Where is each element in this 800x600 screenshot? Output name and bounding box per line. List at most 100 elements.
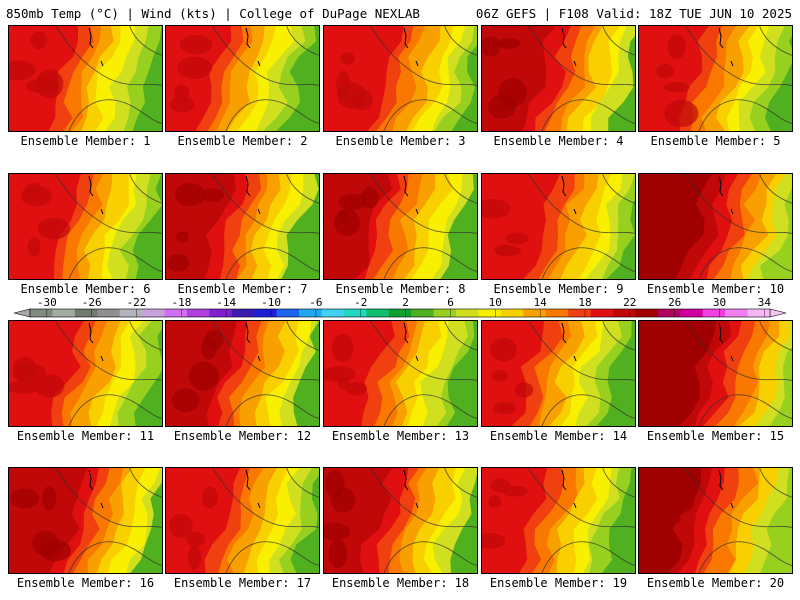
member-label: Ensemble Member: 9 xyxy=(493,282,624,296)
colorbar-swatch xyxy=(209,309,233,317)
colorbar-tick-label: -30 xyxy=(37,296,57,309)
colorbar-tick-label: -14 xyxy=(216,296,236,309)
colorbar-min-arrow xyxy=(13,308,31,318)
colorbar-swatch xyxy=(366,309,390,317)
ensemble-panel-10: Ensemble Member: 10 xyxy=(638,173,793,298)
colorbar-swatch xyxy=(411,309,434,317)
temperature-map xyxy=(481,467,636,574)
colorbar-swatch xyxy=(702,309,726,317)
ensemble-panel-9: Ensemble Member: 9 xyxy=(481,173,636,298)
colorbar-swatch xyxy=(388,309,412,317)
colorbar-swatch xyxy=(321,309,345,317)
colorbar-swatch xyxy=(343,309,367,317)
colorbar-swatch xyxy=(590,309,614,317)
colorbar-tick-label: -18 xyxy=(171,296,191,309)
temperature-map xyxy=(8,25,163,132)
colorbar-swatch xyxy=(276,309,300,317)
product-title: 850mb Temp (°C) | Wind (kts) | College o… xyxy=(6,6,420,21)
colorbar-swatch xyxy=(613,309,636,317)
temperature-map xyxy=(8,467,163,574)
member-label: Ensemble Member: 20 xyxy=(646,576,785,590)
temperature-map xyxy=(165,173,320,280)
colorbar-swatch xyxy=(97,309,120,317)
member-label: Ensemble Member: 18 xyxy=(331,576,470,590)
member-label: Ensemble Member: 11 xyxy=(16,429,155,443)
ensemble-panel-2: Ensemble Member: 2 xyxy=(165,25,320,150)
colorbar-tick-label: 2 xyxy=(402,296,409,309)
ensemble-panel-14: Ensemble Member: 14 xyxy=(481,320,636,445)
colorbar-tick-label: 22 xyxy=(623,296,636,309)
ensemble-panel-1: Ensemble Member: 1 xyxy=(8,25,163,150)
ensemble-panel-13: Ensemble Member: 13 xyxy=(323,320,478,445)
colorbar-swatch xyxy=(254,309,277,317)
member-label: Ensemble Member: 10 xyxy=(646,282,785,296)
colorbar-tick-label: -26 xyxy=(82,296,102,309)
temperature-map xyxy=(481,320,636,427)
colorbar-swatch xyxy=(433,309,457,317)
colorbar-swatch xyxy=(74,309,98,317)
ensemble-panel-18: Ensemble Member: 18 xyxy=(323,467,478,592)
colorbar-swatch xyxy=(30,309,53,317)
colorbar-tick-label: 6 xyxy=(447,296,454,309)
temperature-map xyxy=(323,320,478,427)
colorbar-swatch xyxy=(52,309,76,317)
colorbar-swatch xyxy=(680,309,704,317)
ensemble-panel-15: Ensemble Member: 15 xyxy=(638,320,793,445)
temperature-map xyxy=(481,173,636,280)
member-label: Ensemble Member: 4 xyxy=(493,134,624,148)
ensemble-panel-8: Ensemble Member: 8 xyxy=(323,173,478,298)
ensemble-panel-20: Ensemble Member: 20 xyxy=(638,467,793,592)
colorbar-swatch xyxy=(635,309,659,317)
member-label: Ensemble Member: 13 xyxy=(331,429,470,443)
temperature-map xyxy=(638,320,793,427)
temperature-map xyxy=(638,467,793,574)
colorbar-swatch xyxy=(456,309,479,317)
colorbar-swatch xyxy=(545,309,569,317)
colorbar-tick-label: 34 xyxy=(758,296,772,309)
member-label: Ensemble Member: 8 xyxy=(335,282,466,296)
colorbar-swatch xyxy=(747,309,771,317)
member-label: Ensemble Member: 14 xyxy=(489,429,628,443)
member-label: Ensemble Member: 12 xyxy=(173,429,312,443)
colorbar-swatch xyxy=(164,309,188,317)
temperature-map xyxy=(8,320,163,427)
temperature-map xyxy=(165,320,320,427)
ensemble-panel-6: Ensemble Member: 6 xyxy=(8,173,163,298)
member-label: Ensemble Member: 16 xyxy=(16,576,155,590)
member-label: Ensemble Member: 7 xyxy=(177,282,308,296)
temperature-map xyxy=(638,173,793,280)
ensemble-panel-19: Ensemble Member: 19 xyxy=(481,467,636,592)
member-label: Ensemble Member: 15 xyxy=(646,429,785,443)
colorbar-swatch xyxy=(523,309,547,317)
ensemble-panel-11: Ensemble Member: 11 xyxy=(8,320,163,445)
colorbar-swatch xyxy=(568,309,591,317)
temperature-map xyxy=(638,25,793,132)
ensemble-panel-16: Ensemble Member: 16 xyxy=(8,467,163,592)
colorbar-swatch xyxy=(478,309,502,317)
colorbar-tick-label: 26 xyxy=(668,296,681,309)
temperature-map xyxy=(165,467,320,574)
ensemble-panel-7: Ensemble Member: 7 xyxy=(165,173,320,298)
colorbar-tick-label: -2 xyxy=(354,296,367,309)
colorbar-swatch xyxy=(657,309,681,317)
temperature-colorbar: -30-26-22-18-14-10-6-2261014182226303438… xyxy=(0,296,800,320)
member-label: Ensemble Member: 19 xyxy=(489,576,628,590)
ensemble-panel-17: Ensemble Member: 17 xyxy=(165,467,320,592)
colorbar-swatch xyxy=(119,309,143,317)
temperature-map xyxy=(481,25,636,132)
colorbar-tick-label: -10 xyxy=(261,296,281,309)
colorbar-tick-label: 30 xyxy=(713,296,726,309)
temperature-map xyxy=(323,467,478,574)
colorbar-swatch xyxy=(186,309,210,317)
colorbar-tick-label: 18 xyxy=(578,296,591,309)
temperature-map xyxy=(8,173,163,280)
colorbar-swatch xyxy=(500,309,524,317)
run-valid-time: 06Z GEFS | F108 Valid: 18Z TUE JUN 10 20… xyxy=(475,6,792,21)
member-label: Ensemble Member: 2 xyxy=(177,134,308,148)
colorbar-tick-label: 14 xyxy=(534,296,548,309)
member-label: Ensemble Member: 1 xyxy=(20,134,151,148)
temperature-map xyxy=(165,25,320,132)
colorbar-max-arrow xyxy=(769,308,787,318)
member-label: Ensemble Member: 5 xyxy=(650,134,781,148)
member-label: Ensemble Member: 17 xyxy=(173,576,312,590)
